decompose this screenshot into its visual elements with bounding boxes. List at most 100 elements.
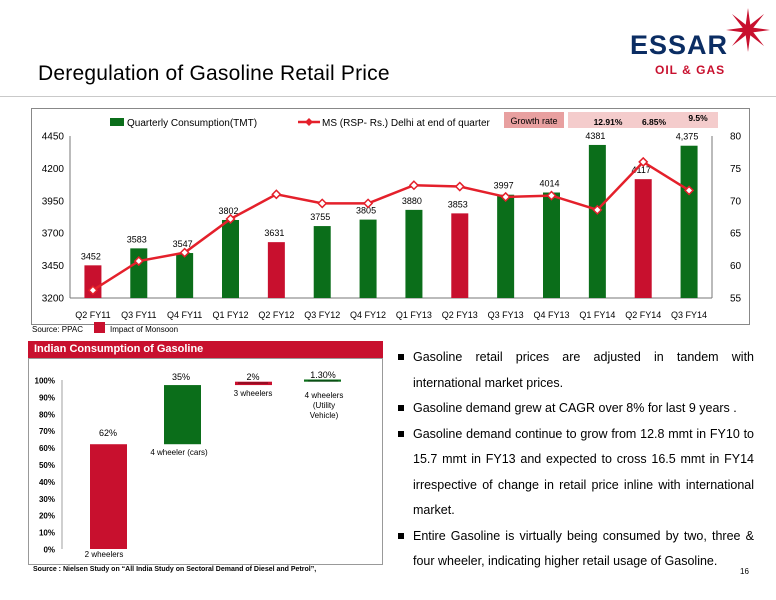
price-point	[179, 247, 190, 258]
consumption-bar	[588, 144, 606, 298]
bar-value-label: 3547	[173, 239, 193, 249]
growth-rate-label-bg	[504, 112, 564, 128]
share-value-label: 2%	[246, 372, 259, 382]
price-point	[363, 198, 374, 209]
x-tick-label: Q2 FY12	[258, 310, 294, 320]
bullet-item: Gasoline retail prices are adjusted in t…	[396, 345, 754, 396]
y-left-tick-label: 4200	[42, 164, 65, 175]
bullet-icon	[398, 430, 404, 437]
growth-rate-label: Growth rate	[510, 116, 557, 126]
price-line	[92, 160, 690, 292]
consumption-bar	[451, 213, 469, 298]
essar-star-icon	[726, 8, 770, 52]
share-bar	[90, 444, 127, 549]
bullet-icon	[398, 532, 404, 539]
logo-wordmark: ESSAR	[630, 30, 729, 60]
consumption-bar	[543, 192, 560, 298]
share-y-tick-label: 100%	[35, 377, 55, 386]
share-bar	[235, 381, 272, 386]
x-tick-label: Q1 FY12	[212, 310, 248, 320]
panel-source: Source : Nielsen Study on “All India Stu…	[33, 566, 317, 573]
x-tick-label: Q1 FY14	[579, 310, 615, 320]
monsoon-legend-label: Impact of Monsoon	[110, 325, 179, 334]
share-category-label: 3 wheelers	[234, 389, 273, 398]
share-category-label-line: Vehicle)	[310, 411, 339, 420]
x-tick-label: Q1 FY13	[396, 310, 432, 320]
consumption-bar	[680, 145, 698, 298]
share-y-tick-label: 90%	[39, 393, 55, 402]
price-point	[500, 191, 511, 202]
share-category-label: 4 wheelers (Utility Vehicle)	[305, 391, 344, 420]
price-point	[454, 181, 465, 192]
bar-value-label: 4,375	[676, 132, 699, 142]
x-tick-label: Q3 FY13	[488, 310, 524, 320]
x-tick-label: Q3 FY12	[304, 310, 340, 320]
bar-value-label: 4117	[632, 165, 651, 175]
panel-title: Indian Consumption of Gasoline	[28, 341, 383, 358]
bar-value-label: 3802	[218, 206, 238, 216]
y-right-tick-label: 60	[730, 261, 742, 272]
bar-value-label: 3997	[494, 181, 514, 191]
share-category-label-line: 4 wheelers	[305, 391, 344, 400]
y-right-tick-label: 55	[730, 294, 742, 305]
price-point	[317, 198, 328, 209]
share-y-tick-label: 80%	[39, 410, 55, 419]
share-value-label: 35%	[172, 372, 190, 382]
bullet-icon	[398, 354, 404, 360]
share-y-tick-label: 50%	[39, 461, 55, 470]
bar-value-label: 3805	[356, 206, 376, 216]
monsoon-legend-swatch	[94, 322, 105, 333]
x-tick-label: Q2 FY14	[625, 310, 661, 320]
gasoline-share-chart: 0% 10% 20% 30% 40% 50% 60% 70% 80% 90% 100% 62% 35% 2…	[35, 370, 344, 559]
price-point	[546, 190, 557, 201]
bar-value-label: 3452	[81, 251, 101, 261]
logo-subtitle: OIL & GAS	[655, 63, 726, 77]
y-left-tick-label: 4450	[42, 132, 65, 143]
x-tick-label: Q4 FY12	[350, 310, 386, 320]
legend-label-price: MS (RSP- Rs.) Delhi at end of quarter	[322, 118, 491, 129]
y-left-tick-label: 3200	[42, 294, 65, 305]
share-y-tick-label: 60%	[39, 444, 55, 453]
bar-value-label: 3853	[448, 199, 468, 209]
x-tick-label: Q3 FY14	[671, 310, 707, 320]
consumption-bar	[267, 242, 285, 298]
y-right-tick-label: 75	[730, 164, 742, 175]
share-category-label-line: (Utility	[313, 401, 335, 410]
x-tick-label: Q2 FY11	[75, 310, 110, 320]
x-tick-label: Q2 FY13	[442, 310, 478, 320]
bullet-item: Entire Gasoline is virtually being consu…	[396, 524, 754, 575]
consumption-bar	[359, 219, 377, 298]
consumption-bar	[634, 179, 652, 298]
consumption-bar	[497, 194, 515, 298]
legend-label-consumption: Quarterly Consumption(TMT)	[127, 118, 257, 129]
bullet-icon	[398, 405, 404, 411]
consumption-bar	[176, 253, 194, 298]
growth-rate-value: 9.5%	[688, 113, 708, 123]
price-point	[408, 180, 419, 191]
growth-rate-value: 6.85%	[642, 117, 667, 127]
price-point	[133, 256, 144, 267]
price-point	[87, 285, 98, 296]
bar-value-label: 3880	[402, 196, 422, 206]
bar-value-label: 4014	[539, 179, 559, 189]
bullet-list: Gasoline retail prices are adjusted in t…	[396, 345, 754, 575]
share-y-tick-label: 10%	[39, 529, 55, 538]
x-tick-label: Q4 FY11	[167, 310, 202, 320]
bullet-item: Gasoline demand continue to grow from 12…	[396, 422, 754, 524]
growth-rate-values-bg	[568, 112, 718, 128]
share-chart-frame	[28, 358, 383, 565]
y-left-tick-label: 3950	[42, 196, 65, 207]
consumption-bar	[313, 226, 331, 298]
share-y-tick-label: 20%	[39, 512, 55, 521]
y-left-tick-label: 3450	[42, 261, 65, 272]
x-tick-label: Q4 FY13	[533, 310, 569, 320]
y-right-tick-label: 70	[730, 196, 742, 207]
legend-swatch-consumption	[110, 118, 124, 126]
page-number: 16	[740, 567, 749, 576]
header-divider	[0, 96, 776, 97]
price-point	[225, 213, 236, 225]
consumption-bar	[222, 219, 239, 298]
growth-rate-value: 12.91%	[594, 117, 623, 127]
consumption-bar	[405, 209, 423, 298]
price-point	[684, 185, 695, 196]
